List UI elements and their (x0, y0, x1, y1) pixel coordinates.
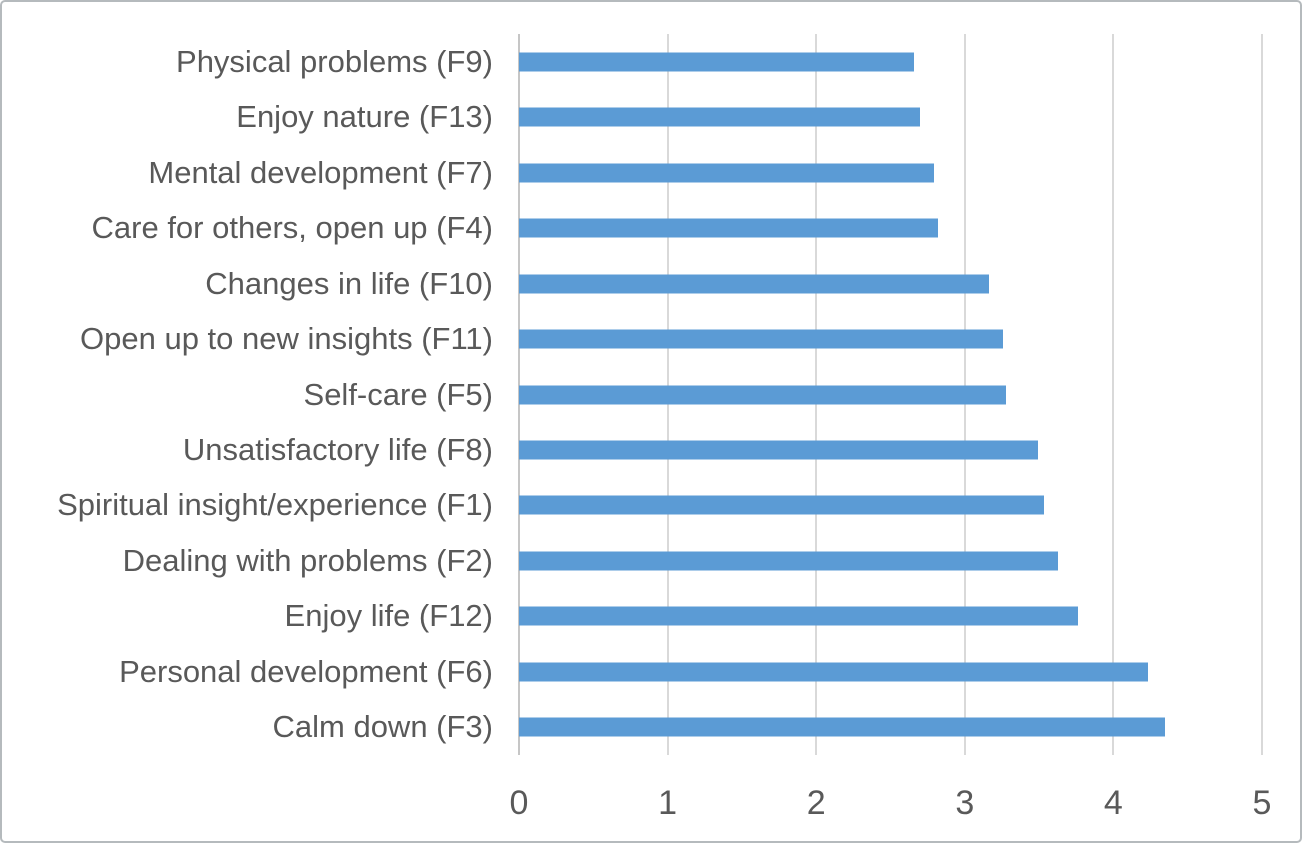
chart-row: Mental development (F7) (148, 145, 1262, 200)
chart-row: Spiritual insight/experience (F1) (57, 478, 1262, 533)
x-tick-label: 5 (1252, 784, 1272, 822)
category-label: Physical problems (F9) (176, 43, 493, 79)
x-tick-label: 3 (955, 784, 975, 822)
chart-row: Unsatisfactory life (F8) (183, 422, 1262, 477)
category-label: Self-care (F5) (303, 376, 493, 412)
category-label: Enjoy life (F12) (284, 598, 493, 634)
category-label: Open up to new insights (F11) (80, 321, 493, 357)
category-label: Mental development (F7) (148, 154, 493, 190)
bar (519, 606, 1078, 626)
category-label: Changes in life (F10) (205, 265, 493, 301)
bar (519, 329, 1004, 349)
bar (519, 440, 1038, 460)
chart-row: Personal development (F6) (119, 644, 1262, 699)
gridline (1261, 34, 1263, 755)
gridline (1112, 34, 1115, 755)
category-label: Calm down (F3) (272, 709, 494, 745)
chart-row: Calm down (F3) (273, 700, 1262, 755)
category-label: Personal development (F6) (119, 653, 493, 689)
chart-row: Dealing with problems (F2) (123, 533, 1262, 588)
bar (519, 662, 1148, 682)
chart-row: Enjoy nature (F13) (236, 89, 1262, 144)
category-label: Care for others, open up (F4) (91, 210, 493, 246)
bar (519, 495, 1044, 515)
chart-row: Physical problems (F9) (176, 34, 1262, 89)
chart-row: Enjoy life (F12) (285, 589, 1262, 644)
category-label: Spiritual insight/experience (F1) (57, 487, 493, 523)
chart-row: Changes in life (F10) (205, 256, 1262, 311)
category-label: Unsatisfactory life (F8) (182, 431, 493, 467)
category-label: Dealing with problems (F2) (122, 542, 493, 578)
bar (519, 385, 1007, 405)
bar (519, 274, 989, 294)
category-label: Enjoy nature (F13) (236, 99, 493, 135)
plot-rows: Physical problems (F9) Enjoy nature (F13)… (57, 34, 1262, 755)
bar (519, 218, 939, 238)
bar (519, 52, 915, 72)
chart-row: Open up to new insights (F11) (80, 311, 1262, 366)
x-tick-label: 1 (658, 784, 678, 822)
bar (519, 163, 934, 183)
bar (519, 717, 1166, 737)
x-tick-label: 4 (1103, 784, 1123, 822)
bar (519, 551, 1059, 571)
plot-area: Physical problems (F9) Enjoy nature (F13)… (57, 34, 1271, 820)
chart-row: Care for others, open up (F4) (92, 200, 1262, 255)
chart-row: Self-care (F5) (304, 367, 1262, 422)
x-tick-label: 2 (806, 784, 826, 822)
bar (519, 107, 921, 127)
x-tick-label: 0 (509, 784, 529, 822)
